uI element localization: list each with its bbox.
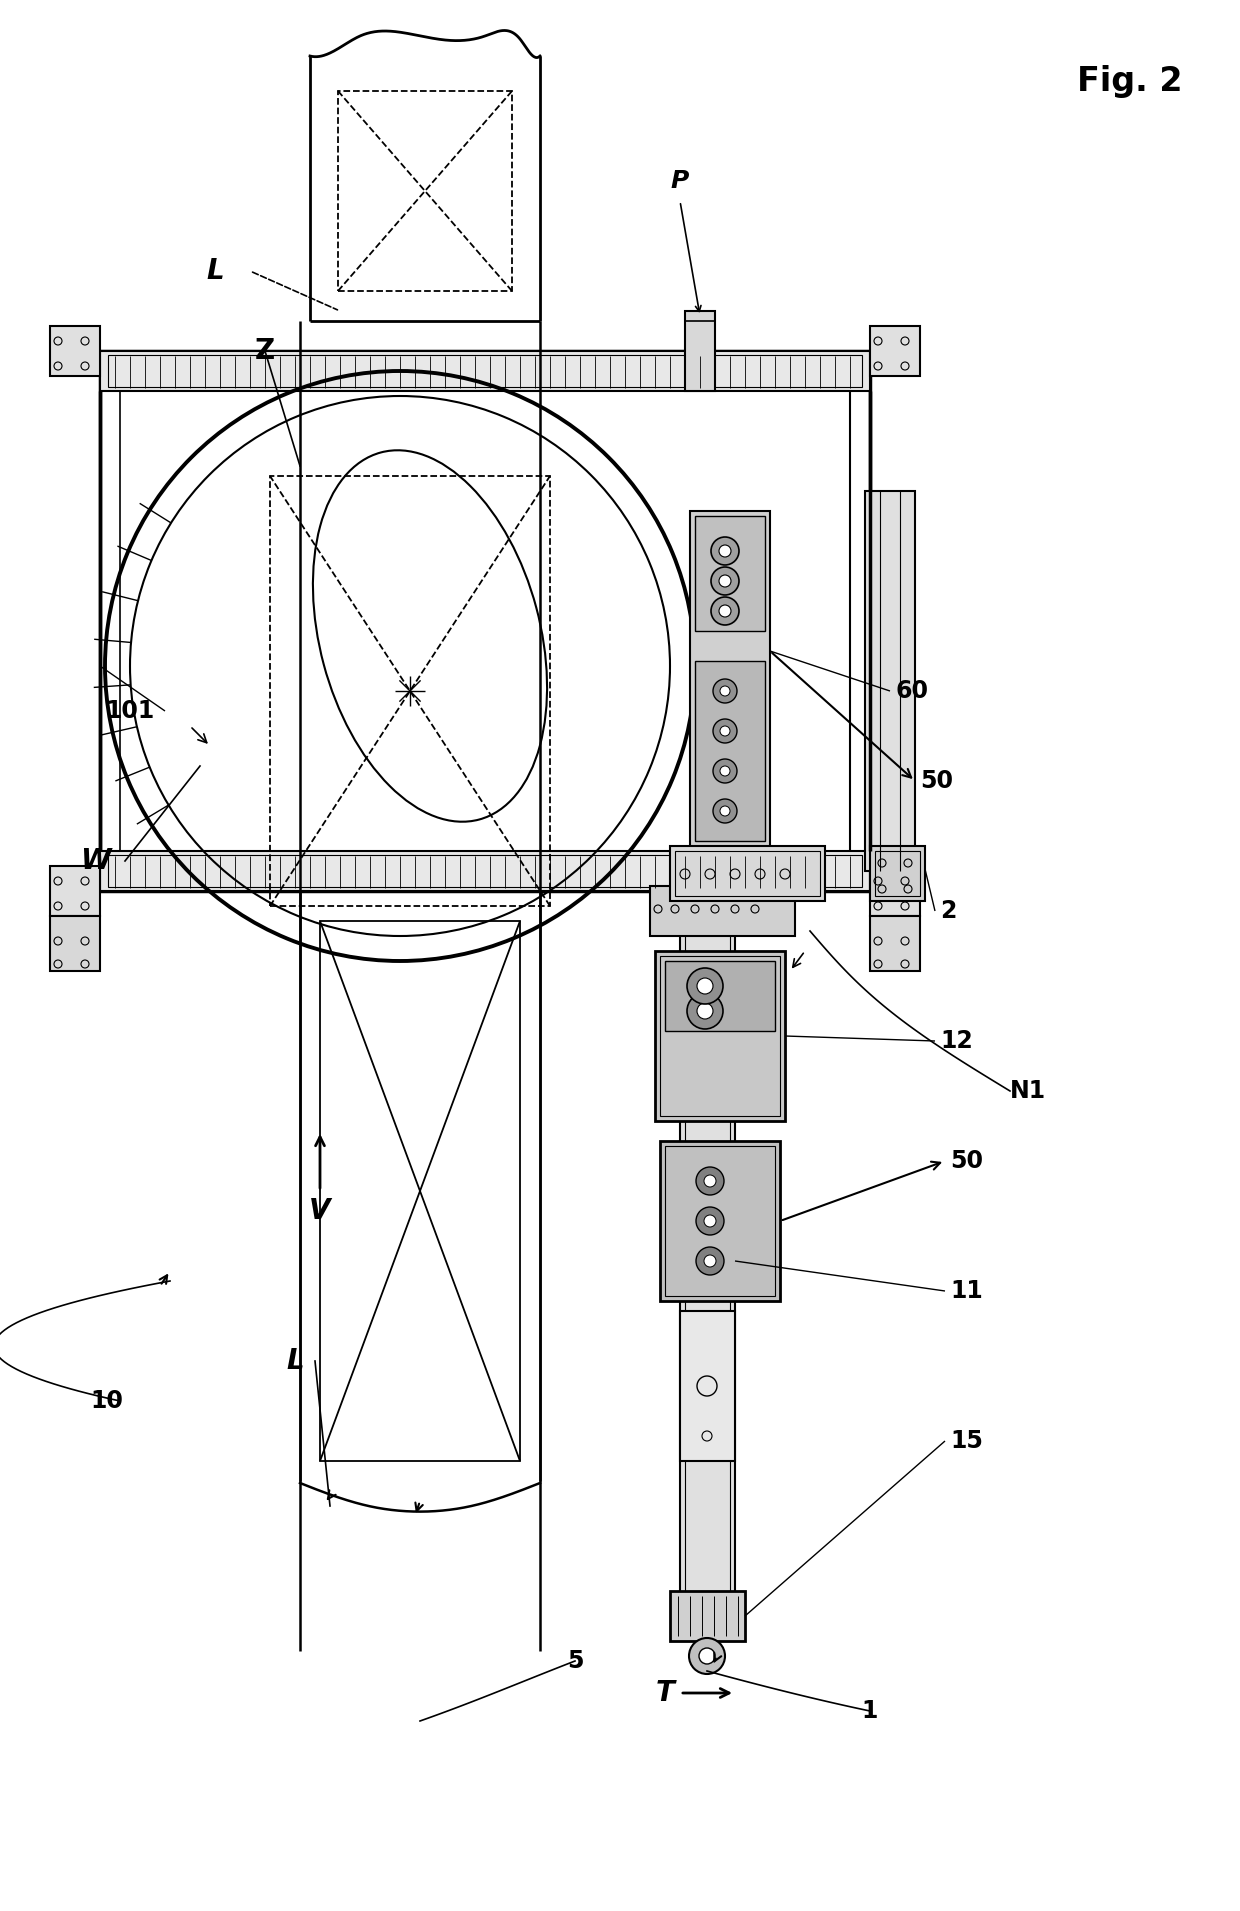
Bar: [694, 516, 765, 631]
Text: L: L: [206, 256, 223, 285]
Bar: [866, 491, 915, 871]
Bar: [684, 927, 730, 1636]
Bar: [50, 915, 100, 971]
Text: N1: N1: [1011, 1080, 1047, 1103]
Bar: [875, 850, 920, 896]
Bar: [684, 311, 715, 392]
Bar: [100, 352, 870, 392]
Bar: [320, 921, 520, 1462]
Circle shape: [711, 596, 739, 625]
Text: 1: 1: [862, 1699, 878, 1724]
Circle shape: [720, 726, 730, 736]
Circle shape: [720, 806, 730, 816]
Circle shape: [719, 575, 732, 587]
Bar: [670, 1592, 745, 1642]
Text: L: L: [286, 1347, 304, 1376]
Circle shape: [711, 537, 739, 566]
Circle shape: [687, 994, 723, 1028]
Text: 50: 50: [950, 1149, 983, 1173]
Bar: [650, 887, 795, 936]
Circle shape: [704, 1175, 715, 1187]
Bar: [655, 952, 785, 1122]
Bar: [665, 1147, 775, 1296]
Circle shape: [713, 719, 737, 743]
Bar: [50, 327, 100, 376]
Bar: [670, 847, 825, 900]
Circle shape: [719, 545, 732, 556]
Circle shape: [696, 1168, 724, 1194]
Bar: [100, 850, 870, 891]
Circle shape: [704, 1256, 715, 1267]
Text: W: W: [79, 847, 110, 875]
Text: V: V: [309, 1196, 331, 1225]
Text: Z: Z: [255, 336, 275, 365]
Circle shape: [696, 1248, 724, 1275]
Circle shape: [704, 1215, 715, 1227]
Bar: [694, 661, 765, 841]
Circle shape: [696, 1208, 724, 1235]
Text: 15: 15: [950, 1429, 983, 1452]
Text: 60: 60: [895, 678, 928, 703]
Text: 2: 2: [940, 898, 956, 923]
Bar: [660, 1141, 780, 1301]
Bar: [870, 915, 920, 971]
Bar: [50, 866, 100, 915]
Circle shape: [697, 1003, 713, 1019]
Text: 5: 5: [567, 1649, 583, 1672]
Bar: [675, 850, 820, 896]
Bar: [100, 352, 870, 891]
Circle shape: [719, 606, 732, 617]
Bar: [870, 327, 920, 376]
Circle shape: [711, 568, 739, 594]
Circle shape: [687, 969, 723, 1003]
Bar: [680, 1311, 735, 1462]
Text: 101: 101: [105, 699, 154, 722]
Text: Fig. 2: Fig. 2: [1078, 65, 1183, 97]
Text: 50: 50: [920, 768, 954, 793]
Bar: [870, 847, 925, 900]
Bar: [108, 854, 862, 887]
Circle shape: [713, 799, 737, 824]
Bar: [108, 355, 862, 388]
Text: 12: 12: [940, 1028, 972, 1053]
Bar: [270, 476, 551, 906]
Bar: [660, 956, 780, 1116]
Text: 10: 10: [91, 1389, 123, 1412]
Circle shape: [720, 686, 730, 696]
Bar: [680, 921, 735, 1642]
Text: P: P: [671, 168, 689, 193]
Bar: [665, 961, 775, 1032]
Text: T: T: [656, 1680, 675, 1707]
Circle shape: [699, 1647, 715, 1664]
Text: 11: 11: [950, 1278, 983, 1303]
Bar: [339, 92, 512, 290]
Circle shape: [720, 766, 730, 776]
Circle shape: [697, 978, 713, 994]
Circle shape: [713, 759, 737, 784]
Circle shape: [713, 678, 737, 703]
Circle shape: [689, 1638, 725, 1674]
Bar: [689, 510, 770, 850]
Bar: [870, 866, 920, 915]
